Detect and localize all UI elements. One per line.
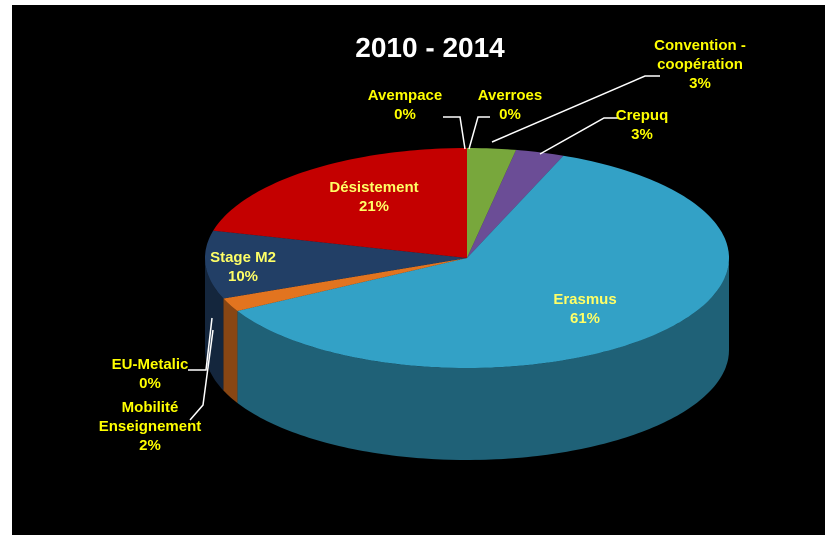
slice	[223, 258, 467, 311]
value-label: 2%	[139, 437, 161, 454]
value-label: 0%	[394, 106, 416, 123]
value-label: 61%	[569, 310, 601, 327]
category-label: Crepuq	[615, 107, 669, 124]
category-label: Désistement	[329, 179, 419, 196]
slice-label: Désistement 21%	[329, 178, 418, 216]
slice	[237, 155, 729, 368]
slice-label: EU-Metalic 0%	[112, 355, 189, 393]
value-label: 10%	[227, 268, 259, 285]
value-label: 0%	[499, 106, 521, 123]
leader-line	[188, 317, 213, 371]
category-label: Erasmus	[553, 291, 617, 308]
leader-line	[468, 116, 490, 150]
category-label: Mobilité Enseignement	[98, 399, 202, 435]
value-label: 0%	[139, 375, 161, 392]
slice	[205, 230, 467, 299]
slice-label: Erasmus 61%	[553, 290, 616, 328]
slice-label: Mobilité Enseignement 2%	[95, 398, 205, 455]
slice	[467, 148, 517, 258]
leader-line	[189, 329, 214, 421]
slice-label: Convention - coopération 3%	[645, 36, 755, 93]
slice-label: Avempace 0%	[368, 86, 443, 124]
value-label: 21%	[358, 198, 390, 215]
category-label: Stage M2	[210, 249, 276, 266]
slice-label: Crepuq 3%	[616, 106, 669, 144]
category-label: Avempace	[367, 87, 443, 104]
leader-line	[491, 75, 660, 143]
slice-side	[223, 298, 238, 403]
leader-line	[539, 117, 618, 155]
slice-label: Stage M2 10%	[210, 248, 276, 286]
chart-title: 2010 - 2014	[355, 32, 505, 63]
value-label: 3%	[631, 126, 653, 143]
leader-line	[443, 116, 466, 150]
value-label: 3%	[689, 75, 711, 92]
category-label: EU-Metalic	[111, 356, 189, 373]
category-label: Convention - coopération	[654, 37, 746, 73]
slice-side	[237, 258, 729, 460]
slice	[467, 149, 564, 258]
category-label: Averroes	[477, 87, 543, 104]
slice-label: Averroes 0%	[478, 86, 542, 124]
slice	[213, 148, 467, 258]
